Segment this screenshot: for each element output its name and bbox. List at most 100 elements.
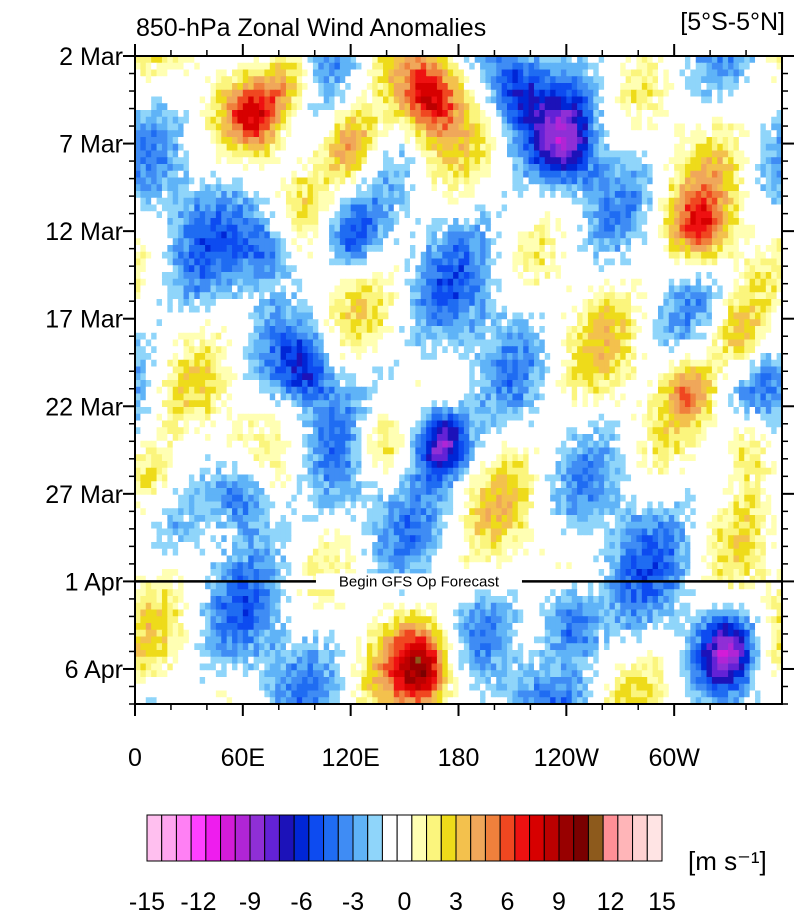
field-cell xyxy=(221,272,228,280)
field-cell xyxy=(641,224,648,233)
field-cell xyxy=(625,299,632,307)
field-cell xyxy=(647,299,654,307)
field-cell xyxy=(140,191,147,199)
field-cell xyxy=(350,157,357,165)
field-cell xyxy=(744,305,751,314)
field-cell xyxy=(145,143,152,152)
field-cell xyxy=(744,319,751,327)
field-cell xyxy=(280,231,287,239)
field-cell xyxy=(501,224,508,233)
field-cell xyxy=(393,177,400,185)
field-cell xyxy=(285,272,292,280)
field-cell xyxy=(372,150,379,158)
field-cell xyxy=(275,130,282,138)
field-cell xyxy=(711,299,718,307)
field-cell xyxy=(765,69,772,77)
field-cell xyxy=(577,184,584,192)
field-cell xyxy=(711,83,718,91)
field-cell xyxy=(135,89,141,98)
field-cell xyxy=(388,83,395,91)
field-cell xyxy=(598,191,605,199)
field-cell xyxy=(609,218,616,226)
field-cell xyxy=(242,251,249,260)
field-cell xyxy=(555,69,562,77)
field-cell xyxy=(652,272,659,280)
field-cell xyxy=(264,312,271,320)
field-cell xyxy=(733,251,740,260)
field-cell xyxy=(269,83,276,91)
field-cell xyxy=(674,211,681,219)
field-cell xyxy=(641,251,648,260)
field-cell xyxy=(776,299,782,307)
field-cell xyxy=(178,150,185,158)
field-cell xyxy=(458,143,465,152)
field-cell xyxy=(339,265,346,273)
field-cell xyxy=(232,238,239,246)
field-cell xyxy=(280,96,287,104)
field-cell xyxy=(533,123,540,131)
field-cell xyxy=(248,285,255,293)
field-cell xyxy=(372,305,379,314)
field-cell xyxy=(318,191,325,199)
field-cell xyxy=(728,69,735,77)
field-cell xyxy=(221,231,228,239)
field-cell xyxy=(587,143,594,152)
field-cell xyxy=(339,258,346,266)
field-cell xyxy=(442,184,449,192)
field-cell xyxy=(765,177,772,185)
field-cell xyxy=(620,62,627,71)
field-cell xyxy=(215,62,222,71)
field-cell xyxy=(453,319,460,327)
field-cell xyxy=(285,332,292,341)
field-cell xyxy=(453,251,460,260)
field-cell xyxy=(463,191,470,199)
field-cell xyxy=(765,278,772,287)
field-cell xyxy=(663,211,670,219)
field-cell xyxy=(684,69,691,77)
field-cell xyxy=(226,164,233,172)
field-cell xyxy=(285,197,292,206)
field-cell xyxy=(156,157,163,165)
field-cell xyxy=(593,184,600,192)
field-cell xyxy=(420,211,427,219)
field-cell xyxy=(684,137,691,145)
field-cell xyxy=(431,224,438,233)
field-cell xyxy=(474,265,481,273)
field-cell xyxy=(652,238,659,246)
field-cell xyxy=(728,305,735,314)
field-cell xyxy=(684,299,691,307)
field-cell xyxy=(771,211,778,219)
field-cell xyxy=(604,292,611,300)
field-cell xyxy=(350,76,357,84)
field-cell xyxy=(765,218,772,226)
field-cell xyxy=(539,231,546,239)
field-cell xyxy=(388,197,395,206)
field-cell xyxy=(728,103,735,111)
field-cell xyxy=(151,170,158,179)
field-cell xyxy=(593,238,600,246)
field-cell xyxy=(582,278,589,287)
field-cell xyxy=(614,265,621,273)
field-cell xyxy=(366,278,373,287)
field-cell xyxy=(560,150,567,158)
field-cell xyxy=(388,285,395,293)
field-cell xyxy=(582,204,589,212)
field-cell xyxy=(420,218,427,226)
field-cell xyxy=(388,191,395,199)
field-cell xyxy=(728,251,735,260)
field-cell xyxy=(361,69,368,77)
field-cell xyxy=(722,258,729,266)
field-cell xyxy=(598,231,605,239)
field-cell xyxy=(296,191,303,199)
field-cell xyxy=(711,245,718,253)
field-cell xyxy=(550,272,557,280)
field-cell xyxy=(399,251,406,260)
field-cell xyxy=(232,83,239,91)
field-cell xyxy=(361,299,368,307)
field-cell xyxy=(631,110,638,118)
field-cell xyxy=(609,204,616,212)
field-cell xyxy=(183,251,190,260)
field-cell xyxy=(264,62,271,71)
field-cell xyxy=(641,197,648,206)
